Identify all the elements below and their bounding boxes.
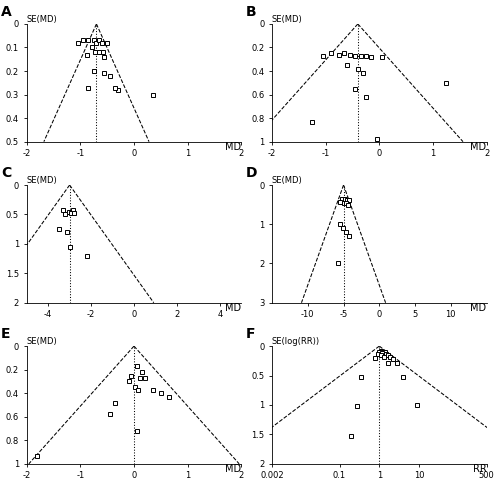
Text: SE(MD): SE(MD) (272, 15, 302, 24)
Text: F: F (246, 328, 256, 341)
Text: RR: RR (473, 464, 486, 474)
Text: D: D (246, 166, 258, 180)
Text: MD: MD (470, 303, 486, 312)
Text: A: A (1, 5, 11, 19)
Text: MD: MD (225, 303, 242, 312)
Text: SE(MD): SE(MD) (272, 176, 302, 185)
Text: SE(MD): SE(MD) (26, 15, 58, 24)
Text: MD: MD (225, 464, 242, 474)
Text: MD: MD (470, 141, 486, 152)
Text: B: B (246, 5, 257, 19)
Text: C: C (1, 166, 11, 180)
Text: MD: MD (225, 141, 242, 152)
Text: SE(MD): SE(MD) (26, 337, 58, 346)
Text: SE(MD): SE(MD) (26, 176, 58, 185)
Text: E: E (1, 328, 11, 341)
Text: SE(log(RR)): SE(log(RR)) (272, 337, 320, 346)
